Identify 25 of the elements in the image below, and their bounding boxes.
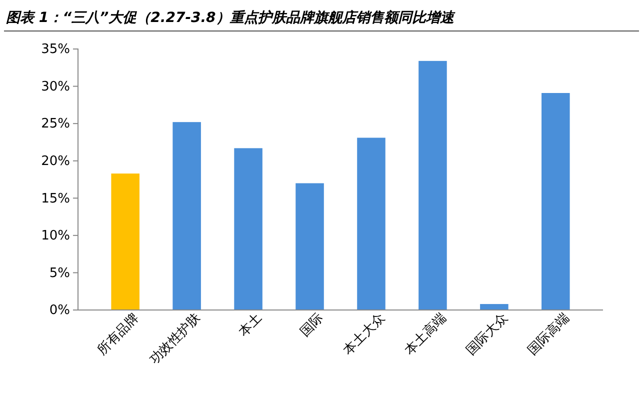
x-tick-label: 本土 [236, 310, 266, 340]
chart-title: 图表 1：“三八”大促（2.27-3.8）重点护肤品牌旗舰店销售额同比增速 [6, 9, 456, 26]
bar [172, 122, 201, 310]
x-tick-label: 所有品牌 [94, 310, 142, 358]
y-tick-label: 25% [41, 116, 70, 132]
y-tick-label: 30% [41, 79, 70, 94]
y-tick-label: 5% [49, 266, 70, 281]
x-tick-label: 本土高端 [402, 310, 450, 358]
y-tick-label: 35% [41, 42, 70, 58]
x-tick-label: 国际大众 [464, 310, 512, 358]
x-tick-label: 国际高端 [524, 310, 573, 358]
y-tick-label: 0% [49, 303, 70, 318]
bar [296, 183, 324, 310]
y-tick-label: 10% [41, 228, 70, 244]
bar [357, 138, 386, 310]
y-tick-label: 20% [41, 154, 70, 170]
x-tick-label: 本土大众 [340, 310, 388, 358]
bar [418, 60, 447, 310]
x-tick-label: 功效性护肤 [147, 310, 204, 368]
bar [542, 92, 570, 310]
bar [480, 304, 508, 310]
y-tick-label: 15% [41, 191, 70, 206]
bar [111, 174, 140, 310]
bar [234, 148, 262, 310]
x-tick-label: 国际 [298, 310, 327, 340]
